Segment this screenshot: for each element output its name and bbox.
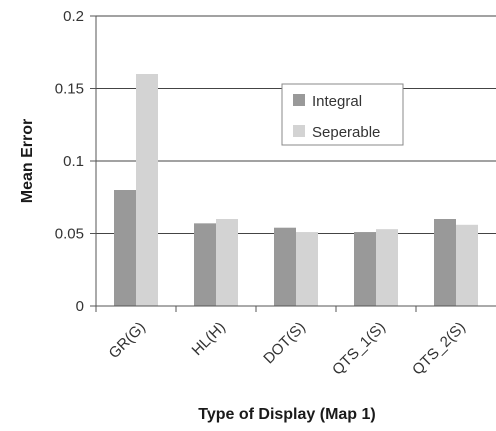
legend-swatch-seperable xyxy=(293,125,305,137)
legend-label-integral: Integral xyxy=(312,93,362,110)
legend-label-seperable: Seperable xyxy=(312,124,380,141)
x-tick-label: QTS_1(S) xyxy=(329,319,389,379)
y-tick-label: 0.1 xyxy=(63,153,84,170)
bar-integral-2 xyxy=(194,223,216,306)
x-tick-label: HL(H) xyxy=(189,319,229,359)
y-axis-title: Mean Error xyxy=(19,119,36,203)
y-tick-label: 0 xyxy=(76,298,84,315)
bar-seperable-3 xyxy=(296,232,318,306)
bar-integral-4 xyxy=(354,232,376,306)
bar-seperable-5 xyxy=(456,224,478,306)
bar-integral-3 xyxy=(274,227,296,306)
y-tick-labels: 0 0.05 0.1 0.15 0.2 xyxy=(55,8,96,315)
bar-integral-1 xyxy=(114,190,136,306)
bar-integral-5 xyxy=(434,219,456,306)
x-tick-label: QTS_2(S) xyxy=(409,319,469,379)
bar-seperable-1 xyxy=(136,74,158,306)
bar-seperable-2 xyxy=(216,219,238,306)
x-tick-labels: GR(G) HL(H) DOT(S) QTS_1(S) QTS_2(S) xyxy=(95,306,469,379)
y-tick-label: 0.15 xyxy=(55,81,84,98)
legend-swatch-integral xyxy=(293,94,305,106)
legend: Integral Seperable xyxy=(281,83,404,146)
x-tick-label: DOT(S) xyxy=(260,319,309,368)
y-tick-label: 0.2 xyxy=(63,8,84,25)
bars xyxy=(114,74,478,306)
x-tick-label: GR(G) xyxy=(106,319,149,362)
bar-seperable-4 xyxy=(376,229,398,306)
x-axis-title: Type of Display (Map 1) xyxy=(198,406,376,423)
y-tick-label: 0.05 xyxy=(55,226,84,243)
